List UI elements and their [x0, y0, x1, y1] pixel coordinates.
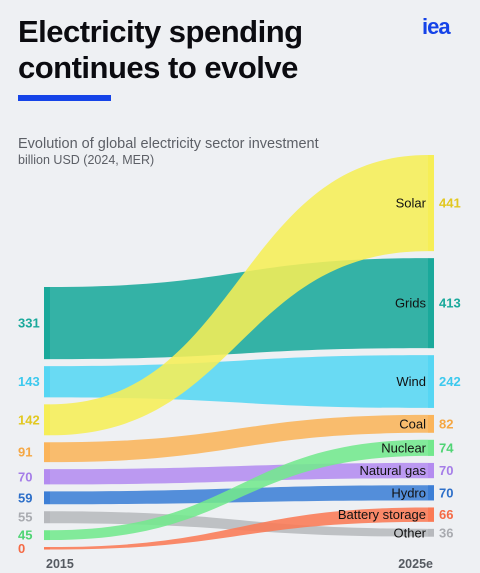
value-2025e-natural-gas: 70: [439, 463, 453, 478]
node-bars: [44, 155, 434, 550]
series-label-hydro: Hydro: [391, 485, 426, 500]
series-label-natural-gas: Natural gas: [360, 463, 427, 478]
series-label-solar: Solar: [396, 196, 427, 211]
value-2025e-nuclear: 74: [439, 440, 454, 455]
flow-coal: [50, 414, 428, 463]
x-tick-2015: 2015: [46, 557, 74, 571]
node-2025e-grids: [428, 258, 434, 349]
series-label-coal: Coal: [399, 416, 426, 431]
value-2015-natural-gas: 70: [18, 469, 32, 484]
page-title: Electricity spending continues to evolve: [18, 14, 303, 85]
iea-logo: iea: [422, 14, 451, 39]
node-2025e-nuclear: [428, 439, 434, 456]
value-2015-battery-storage: 0: [18, 541, 25, 556]
value-2025e-solar: 441: [439, 196, 461, 211]
series-label-battery-storage: Battery storage: [338, 507, 426, 522]
chart-units: billion USD (2024, MER): [18, 153, 155, 167]
value-2015-grids: 331: [18, 316, 40, 331]
node-2015-grids: [44, 287, 50, 360]
flow-battery-storage: [50, 507, 428, 550]
node-2015-nuclear: [44, 530, 50, 541]
node-2015-wind: [44, 366, 50, 398]
value-2015-hydro: 59: [18, 490, 32, 505]
node-2025e-solar: [428, 155, 434, 252]
flow-other: [50, 511, 428, 537]
series-label-grids: Grids: [395, 296, 427, 311]
node-2025e-wind: [428, 355, 434, 408]
node-2015-hydro: [44, 491, 50, 505]
value-2025e-other: 36: [439, 525, 453, 540]
series-label-wind: Wind: [396, 374, 426, 389]
node-2025e-hydro: [428, 485, 434, 501]
value-2015-nuclear: 45: [18, 528, 32, 543]
series-label-other: Other: [393, 525, 426, 540]
series-label-nuclear: Nuclear: [381, 440, 426, 455]
node-2015-natural-gas: [44, 469, 50, 485]
node-2025e-coal: [428, 414, 434, 433]
x-axis: 2015 2025e: [46, 557, 433, 571]
x-tick-2025e: 2025e: [398, 557, 433, 571]
value-2015-solar: 142: [18, 412, 40, 427]
value-2015-wind: 143: [18, 374, 40, 389]
node-2025e-other: [428, 528, 434, 537]
flow-natural-gas: [50, 462, 428, 485]
node-2015-other: [44, 511, 50, 524]
flow-solar: [50, 155, 428, 436]
flow-bands: [50, 155, 428, 550]
value-2025e-battery-storage: 66: [439, 507, 453, 522]
value-2025e-wind: 242: [439, 374, 461, 389]
title-accent-bar: [18, 95, 111, 101]
chart-subtitle: Evolution of global electricity sector i…: [18, 136, 319, 152]
node-2025e-natural-gas: [428, 462, 434, 479]
node-2015-solar: [44, 404, 50, 436]
flow-nuclear: [50, 439, 428, 541]
node-2025e-battery-storage: [428, 507, 434, 522]
data-labels: 142 441 Solar 331 413 Grids 143 242 Wind 91 82 Coal…: [18, 196, 461, 556]
value-2025e-coal: 82: [439, 416, 453, 431]
node-2015-coal: [44, 442, 50, 463]
value-2025e-grids: 413: [439, 296, 461, 311]
value-2015-coal: 91: [18, 445, 32, 460]
value-2015-other: 55: [18, 510, 32, 525]
node-2015-battery-storage: [44, 547, 50, 550]
value-2025e-hydro: 70: [439, 485, 453, 500]
